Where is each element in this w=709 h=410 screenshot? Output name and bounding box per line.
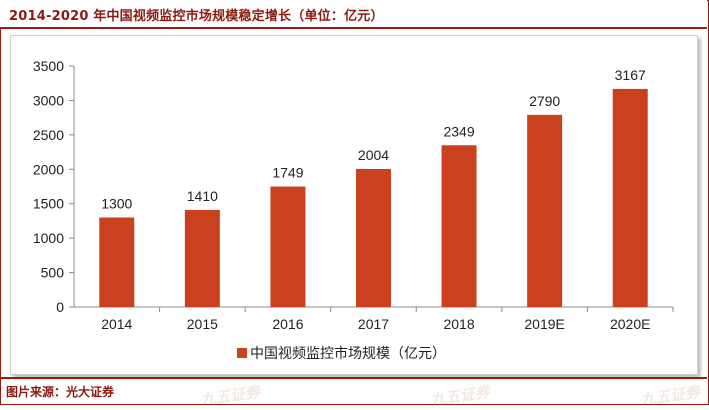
bar-chart: 0 500 1000 1500 2000 2500 3000 3500 1300 2014 1410… (33, 58, 674, 361)
bar (527, 114, 563, 307)
bar-value-label: 2349 (443, 123, 474, 139)
bar-value-label: 1410 (187, 188, 218, 204)
x-tick-label: 2015 (187, 316, 218, 332)
bar-value-label: 2790 (529, 93, 560, 109)
source-note: 图片来源：光大证券 (6, 385, 115, 399)
chart-panel: 0 500 1000 1500 2000 2500 3000 3500 1300 2014 1410… (10, 35, 698, 375)
x-tick-label: 2014 (101, 316, 132, 332)
legend-label: 中国视频监控市场规模（亿元） (250, 345, 446, 361)
y-tick-label: 3500 (33, 58, 64, 74)
bar-value-label: 1749 (272, 165, 303, 181)
bar (356, 169, 391, 307)
bar (184, 209, 220, 307)
watermark-text: 九五证券 (639, 382, 702, 410)
y-tick-label: 2500 (33, 127, 64, 143)
y-tick-label: 500 (41, 265, 65, 281)
x-tick-label: 2016 (272, 316, 303, 332)
x-tick-label: 2019E (524, 316, 564, 332)
x-tick-label: 2018 (443, 316, 474, 332)
x-tick-label: 2020E (610, 316, 650, 332)
legend-swatch (237, 348, 247, 358)
bar-value-label: 2004 (358, 147, 389, 163)
bar (99, 217, 135, 307)
watermark-text: 九五证券 (429, 382, 492, 410)
footer-bar: 图片来源：光大证券 九五证券 九五证券 九五证券 (0, 377, 707, 409)
y-tick-label: 3000 (33, 92, 64, 108)
bar (270, 186, 306, 307)
y-tick-label: 2000 (33, 161, 64, 177)
bar (612, 88, 648, 307)
title-bar: 2014-2020 年中国视频监控市场规模稳定增长（单位：亿元） (0, 0, 707, 29)
x-tick-label: 2017 (358, 316, 389, 332)
chart-caption-title: 2014-2020 年中国视频监控市场规模稳定增长（单位：亿元） (9, 9, 384, 24)
watermark-text: 九五证券 (199, 382, 262, 410)
bar-value-label: 1300 (101, 195, 132, 211)
y-tick-label: 1500 (33, 196, 64, 212)
y-tick-label: 0 (56, 299, 64, 315)
bar (441, 145, 477, 307)
bar-value-label: 3167 (615, 67, 646, 83)
y-tick-label: 1000 (33, 230, 64, 246)
